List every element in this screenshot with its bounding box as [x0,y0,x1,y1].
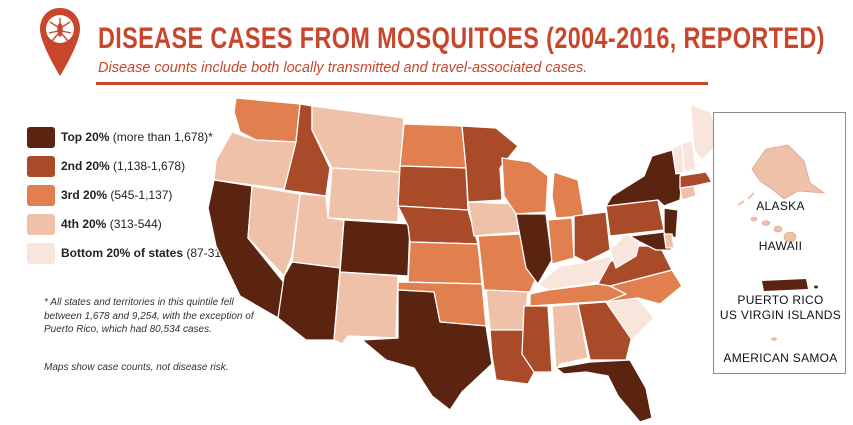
state-nevada [247,185,301,277]
state-ohio [573,211,611,263]
legend-range: (545-1,137) [110,188,173,202]
footnote: * All states and territories in this qui… [44,297,254,335]
label-puerto-rico: PUERTO RICO [737,293,824,307]
state-wyoming [327,167,401,223]
legend-swatch [27,156,55,177]
state-kansas [407,241,483,285]
page-subtitle: Disease counts include both locally tran… [98,60,588,76]
state-missouri [477,233,537,293]
state-arkansas [485,289,529,331]
state-wisconsin [501,157,549,215]
mosquito-pin-icon [40,8,80,76]
disclaimer: Maps show case counts, not disease risk. [44,362,229,373]
state-new-york [605,149,683,207]
state-arizona [277,261,341,341]
state-new-mexico [333,271,399,345]
territories-inset: ALASKA HAWAII PUERTO RICO US VIRGIN ISLA… [713,112,846,374]
legend-label: 4th 20% [61,217,107,231]
legend-label: Top 20% [61,130,110,144]
state-indiana [547,217,575,265]
label-american-samoa: AMERICAN SAMOA [723,351,838,365]
legend-label: Bottom 20% of states [61,246,184,260]
state-north-carolina [605,269,683,305]
legend-label: 3rd 20% [61,188,108,202]
virgin-islands-shape [814,285,818,289]
label-hawaii: HAWAII [758,239,803,253]
state-new-hampshire [681,139,697,173]
state-new-jersey [663,207,679,239]
state-mississippi [521,305,553,373]
legend-swatch [27,243,55,264]
state-michigan [551,171,585,219]
state-texas [361,289,493,411]
state-maryland [629,231,673,251]
american-samoa-shape [771,337,777,341]
hawaii-shape [750,216,797,243]
state-south-dakota [397,165,469,211]
puerto-rico-shape [762,279,808,291]
state-delaware [663,233,675,249]
legend-range: (313-544) [109,217,162,231]
state-colorado [339,219,411,277]
legend-label: 2nd 20% [61,159,110,173]
label-virgin-islands: US VIRGIN ISLANDS [719,308,842,322]
state-georgia [577,301,633,361]
alaska-shape [737,144,826,341]
state-alabama [551,303,589,373]
state-florida [555,359,653,423]
state-massachusetts [679,171,713,189]
title-divider [96,82,708,85]
legend-swatch [27,214,55,235]
state-north-dakota [399,123,467,169]
label-alaska: ALASKA [756,199,805,213]
page-title: DISEASE CASES FROM MOSQUITOES (2004-2016… [98,22,825,55]
state-minnesota [461,125,519,203]
state-nebraska [397,205,479,245]
legend-range: (more than 1,678)* [112,130,213,144]
legend-swatch [27,185,55,206]
legend-swatch [27,127,55,148]
legend-range: (1,138-1,678) [113,159,186,173]
state-west-virginia [609,233,641,269]
